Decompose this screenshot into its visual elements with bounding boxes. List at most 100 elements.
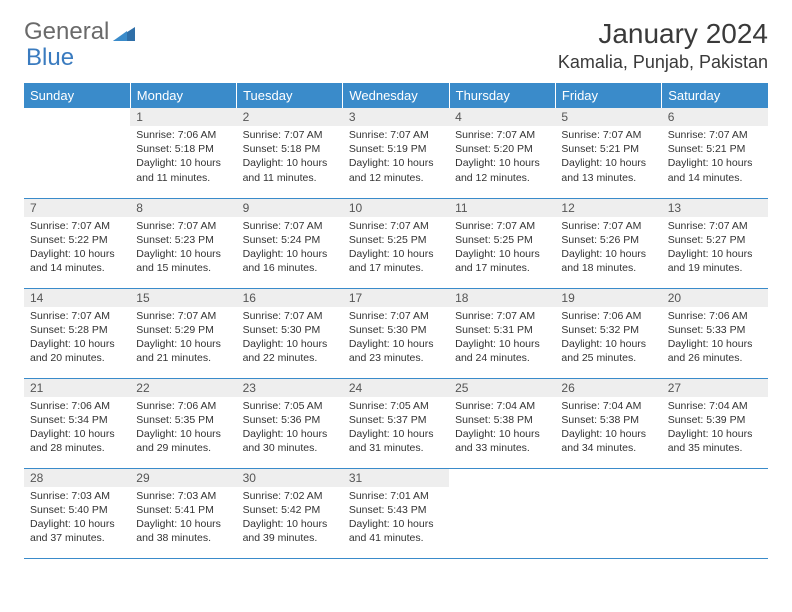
day-number: 22: [130, 379, 236, 397]
sunrise-text: Sunrise: 7:07 AM: [136, 219, 230, 233]
day-details: Sunrise: 7:05 AMSunset: 5:36 PMDaylight:…: [237, 397, 343, 460]
sunset-text: Sunset: 5:29 PM: [136, 323, 230, 337]
sunrise-text: Sunrise: 7:07 AM: [30, 309, 124, 323]
sunrise-text: Sunrise: 7:07 AM: [455, 219, 549, 233]
day-number: 27: [662, 379, 768, 397]
sunset-text: Sunset: 5:38 PM: [455, 413, 549, 427]
day-details: Sunrise: 7:06 AMSunset: 5:32 PMDaylight:…: [555, 307, 661, 370]
sunrise-text: Sunrise: 7:01 AM: [349, 489, 443, 503]
calendar-cell: [24, 108, 130, 198]
calendar-cell: 16Sunrise: 7:07 AMSunset: 5:30 PMDayligh…: [237, 288, 343, 378]
day-number: 30: [237, 469, 343, 487]
calendar-cell: 19Sunrise: 7:06 AMSunset: 5:32 PMDayligh…: [555, 288, 661, 378]
day-number: [662, 469, 768, 473]
day-number: 15: [130, 289, 236, 307]
calendar-cell: 31Sunrise: 7:01 AMSunset: 5:43 PMDayligh…: [343, 468, 449, 558]
day-number: 23: [237, 379, 343, 397]
day-number: 4: [449, 108, 555, 126]
daylight-text: Daylight: 10 hours and 29 minutes.: [136, 427, 230, 455]
daylight-text: Daylight: 10 hours and 23 minutes.: [349, 337, 443, 365]
daylight-text: Daylight: 10 hours and 17 minutes.: [455, 247, 549, 275]
day-number: 28: [24, 469, 130, 487]
sunrise-text: Sunrise: 7:02 AM: [243, 489, 337, 503]
sunrise-text: Sunrise: 7:07 AM: [243, 219, 337, 233]
sunset-text: Sunset: 5:36 PM: [243, 413, 337, 427]
sunset-text: Sunset: 5:18 PM: [243, 142, 337, 156]
day-details: Sunrise: 7:04 AMSunset: 5:39 PMDaylight:…: [662, 397, 768, 460]
daylight-text: Daylight: 10 hours and 12 minutes.: [455, 156, 549, 184]
daylight-text: Daylight: 10 hours and 28 minutes.: [30, 427, 124, 455]
calendar-cell: 7Sunrise: 7:07 AMSunset: 5:22 PMDaylight…: [24, 198, 130, 288]
day-number: 16: [237, 289, 343, 307]
day-number: 3: [343, 108, 449, 126]
sunrise-text: Sunrise: 7:07 AM: [243, 309, 337, 323]
sunrise-text: Sunrise: 7:07 AM: [136, 309, 230, 323]
sunrise-text: Sunrise: 7:06 AM: [30, 399, 124, 413]
sunset-text: Sunset: 5:39 PM: [668, 413, 762, 427]
day-details: Sunrise: 7:07 AMSunset: 5:30 PMDaylight:…: [237, 307, 343, 370]
weekday-header: Sunday: [24, 83, 130, 108]
logo-text-blue: Blue: [26, 44, 74, 72]
calendar-table: Sunday Monday Tuesday Wednesday Thursday…: [24, 83, 768, 559]
sunrise-text: Sunrise: 7:04 AM: [455, 399, 549, 413]
calendar-cell: 23Sunrise: 7:05 AMSunset: 5:36 PMDayligh…: [237, 378, 343, 468]
day-number: 2: [237, 108, 343, 126]
sunrise-text: Sunrise: 7:07 AM: [349, 219, 443, 233]
day-details: Sunrise: 7:07 AMSunset: 5:30 PMDaylight:…: [343, 307, 449, 370]
sunset-text: Sunset: 5:27 PM: [668, 233, 762, 247]
sunset-text: Sunset: 5:41 PM: [136, 503, 230, 517]
sunrise-text: Sunrise: 7:06 AM: [561, 309, 655, 323]
daylight-text: Daylight: 10 hours and 30 minutes.: [243, 427, 337, 455]
day-details: Sunrise: 7:07 AMSunset: 5:25 PMDaylight:…: [449, 217, 555, 280]
sunset-text: Sunset: 5:23 PM: [136, 233, 230, 247]
calendar-cell: 6Sunrise: 7:07 AMSunset: 5:21 PMDaylight…: [662, 108, 768, 198]
day-number: 18: [449, 289, 555, 307]
daylight-text: Daylight: 10 hours and 11 minutes.: [243, 156, 337, 184]
day-details: Sunrise: 7:07 AMSunset: 5:18 PMDaylight:…: [237, 126, 343, 189]
daylight-text: Daylight: 10 hours and 26 minutes.: [668, 337, 762, 365]
sunrise-text: Sunrise: 7:06 AM: [668, 309, 762, 323]
sunrise-text: Sunrise: 7:07 AM: [455, 309, 549, 323]
sunrise-text: Sunrise: 7:03 AM: [136, 489, 230, 503]
day-number: 25: [449, 379, 555, 397]
day-number: 1: [130, 108, 236, 126]
weekday-header: Monday: [130, 83, 236, 108]
calendar-cell: 28Sunrise: 7:03 AMSunset: 5:40 PMDayligh…: [24, 468, 130, 558]
sunset-text: Sunset: 5:24 PM: [243, 233, 337, 247]
daylight-text: Daylight: 10 hours and 13 minutes.: [561, 156, 655, 184]
daylight-text: Daylight: 10 hours and 38 minutes.: [136, 517, 230, 545]
sunrise-text: Sunrise: 7:04 AM: [561, 399, 655, 413]
calendar-cell: 12Sunrise: 7:07 AMSunset: 5:26 PMDayligh…: [555, 198, 661, 288]
day-number: 9: [237, 199, 343, 217]
day-details: Sunrise: 7:07 AMSunset: 5:22 PMDaylight:…: [24, 217, 130, 280]
daylight-text: Daylight: 10 hours and 24 minutes.: [455, 337, 549, 365]
day-details: Sunrise: 7:02 AMSunset: 5:42 PMDaylight:…: [237, 487, 343, 550]
day-details: Sunrise: 7:06 AMSunset: 5:18 PMDaylight:…: [130, 126, 236, 189]
sunset-text: Sunset: 5:18 PM: [136, 142, 230, 156]
calendar-row: 21Sunrise: 7:06 AMSunset: 5:34 PMDayligh…: [24, 378, 768, 468]
sunrise-text: Sunrise: 7:07 AM: [668, 219, 762, 233]
calendar-cell: 24Sunrise: 7:05 AMSunset: 5:37 PMDayligh…: [343, 378, 449, 468]
calendar-cell: 27Sunrise: 7:04 AMSunset: 5:39 PMDayligh…: [662, 378, 768, 468]
day-number: 14: [24, 289, 130, 307]
daylight-text: Daylight: 10 hours and 12 minutes.: [349, 156, 443, 184]
sunrise-text: Sunrise: 7:06 AM: [136, 128, 230, 142]
daylight-text: Daylight: 10 hours and 15 minutes.: [136, 247, 230, 275]
sunrise-text: Sunrise: 7:07 AM: [561, 219, 655, 233]
day-number: 21: [24, 379, 130, 397]
day-number: 12: [555, 199, 661, 217]
day-details: Sunrise: 7:07 AMSunset: 5:19 PMDaylight:…: [343, 126, 449, 189]
daylight-text: Daylight: 10 hours and 17 minutes.: [349, 247, 443, 275]
day-number: 31: [343, 469, 449, 487]
calendar-cell: [449, 468, 555, 558]
logo-line2: Blue: [24, 44, 74, 72]
calendar-row: 28Sunrise: 7:03 AMSunset: 5:40 PMDayligh…: [24, 468, 768, 558]
sunset-text: Sunset: 5:28 PM: [30, 323, 124, 337]
day-details: Sunrise: 7:06 AMSunset: 5:35 PMDaylight:…: [130, 397, 236, 460]
sunset-text: Sunset: 5:19 PM: [349, 142, 443, 156]
day-details: Sunrise: 7:04 AMSunset: 5:38 PMDaylight:…: [555, 397, 661, 460]
day-details: Sunrise: 7:03 AMSunset: 5:41 PMDaylight:…: [130, 487, 236, 550]
weekday-header: Tuesday: [237, 83, 343, 108]
sunset-text: Sunset: 5:31 PM: [455, 323, 549, 337]
sunset-text: Sunset: 5:35 PM: [136, 413, 230, 427]
